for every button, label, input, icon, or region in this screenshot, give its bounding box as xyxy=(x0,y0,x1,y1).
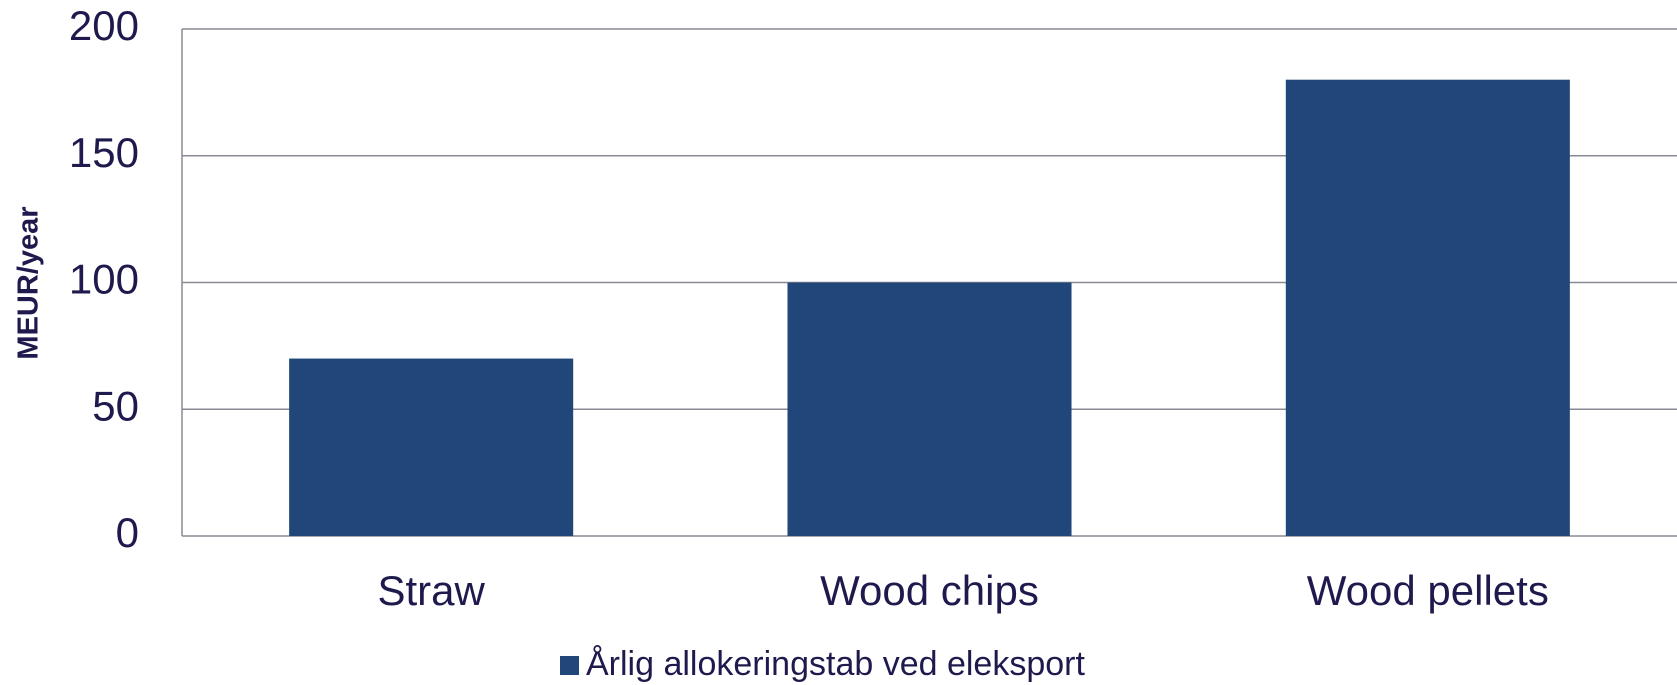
y-tick-label: 50 xyxy=(92,382,139,429)
legend-label: Årlig allokeringstab ved eleksport xyxy=(586,645,1085,683)
x-tick-label: Wood pellets xyxy=(1307,567,1549,614)
bar xyxy=(289,358,574,536)
bar xyxy=(787,282,1072,536)
y-tick-label: 100 xyxy=(69,256,139,303)
x-tick-label: Wood chips xyxy=(820,567,1039,614)
bar xyxy=(1285,79,1570,536)
y-axis-label: MEUR/year xyxy=(13,206,45,359)
legend-swatch xyxy=(560,656,579,675)
x-tick-label: Straw xyxy=(377,567,485,614)
y-tick-label: 150 xyxy=(69,129,139,176)
y-tick-label: 200 xyxy=(69,2,139,49)
y-tick-label: 0 xyxy=(116,509,139,556)
